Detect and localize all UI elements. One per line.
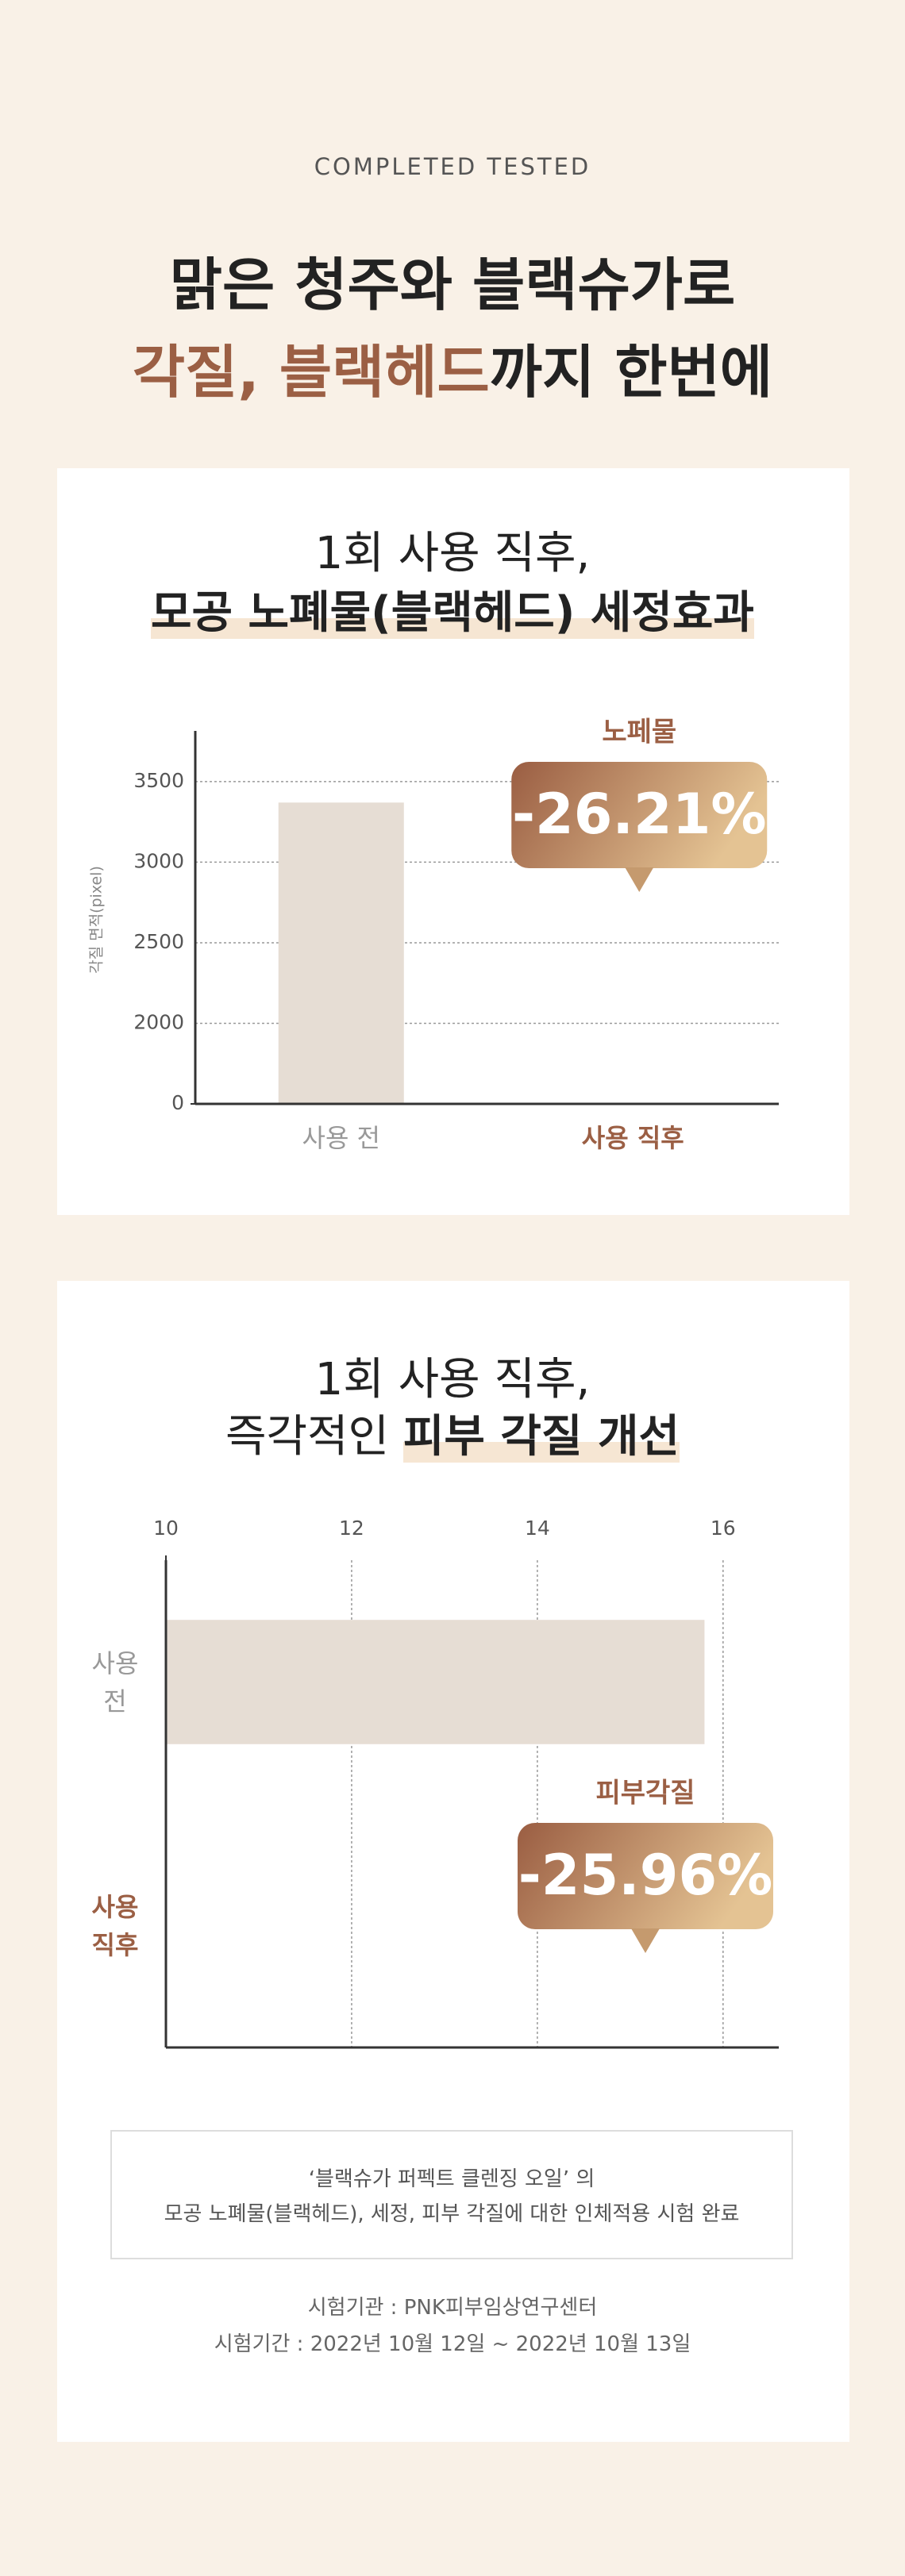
footer-line: 시험기간 : 2022년 10월 12일 ~ 2022년 10월 13일 [214, 2332, 691, 2356]
callout-value: -26.21% [512, 782, 767, 847]
chart-title: 모공 노폐물(블랙헤드) 세정효과 [0, 577, 905, 641]
y-tick-label: 3000 [133, 849, 184, 872]
chart-title-highlight: 피부 각질 개선 [402, 1411, 680, 1463]
y-tick-label: 사용 직후 [91, 1891, 139, 1960]
headline: 각질, 블랙헤드까지 한번에 [0, 325, 905, 409]
note-line: ‘블랙슈가 퍼펙트 클렌징 오일’ 의 [308, 2167, 595, 2191]
bar [166, 1620, 705, 1744]
callout-pointer [625, 867, 654, 892]
chart-title-highlight: 모공 노폐물(블랙헤드) 세정효과 [151, 587, 754, 639]
y-tick-label: 0 [171, 1091, 184, 1114]
x-tick-label: 사용 직후 [582, 1123, 684, 1153]
y-tick-label: 3500 [133, 769, 184, 792]
y-axis-label: 각질 면적(pixel) [88, 866, 106, 974]
chart-title: 즉각적인 피부 각질 개선 [0, 1401, 905, 1465]
callout-label: 노페물 [602, 717, 676, 748]
callout-box [511, 762, 768, 868]
headline: 맑은 청주와 블랙슈가로 [169, 252, 736, 318]
x-tick-label: 14 [525, 1517, 550, 1540]
x-tick-label: 사용 전 [302, 1123, 381, 1153]
callout-box [518, 1823, 773, 1929]
callout-value: -25.96% [518, 1843, 773, 1908]
x-tick-label: 12 [339, 1517, 364, 1540]
headline-rest: 까지 한번에 [489, 339, 773, 406]
y-tick-label: 2500 [133, 930, 184, 953]
note-line: 모공 노폐물(블랙헤드), 세정, 피부 각질에 대한 인체적용 시험 완료 [164, 2202, 740, 2226]
x-tick-label: 16 [711, 1517, 736, 1540]
chart-title: 1회 사용 직후, [314, 528, 591, 579]
bar [278, 802, 404, 1104]
y-tick-label: 사용 전 [91, 1647, 139, 1717]
eyebrow: COMPLETED TESTED [314, 153, 591, 180]
callout-pointer [631, 1928, 660, 1953]
y-tick-label: 2000 [133, 1010, 184, 1033]
chart-title: 1회 사용 직후, [314, 1354, 591, 1405]
footer-line: 시험기관 : PNK피부임상연구센터 [307, 2296, 598, 2320]
x-tick-label: 10 [153, 1517, 179, 1540]
chart-title-plain: 즉각적인 [225, 1411, 390, 1463]
callout-label: 피부각질 [595, 1778, 695, 1809]
headline-highlight: 각질, 블랙헤드 [132, 339, 490, 406]
